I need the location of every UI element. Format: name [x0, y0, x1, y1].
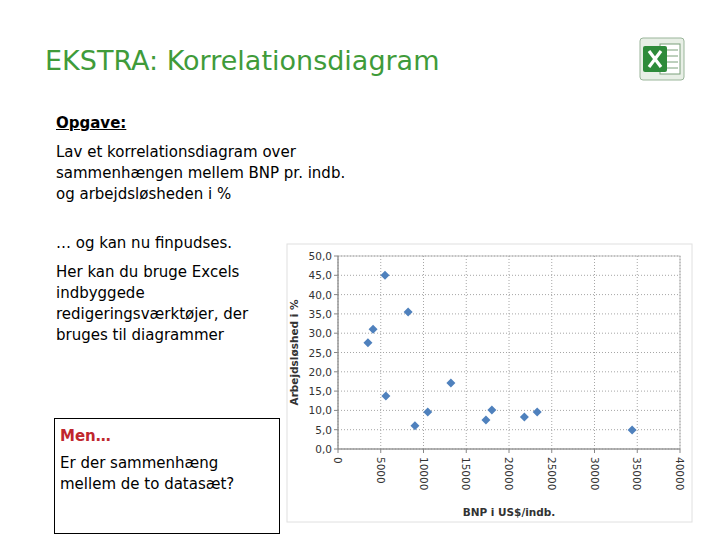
data-point — [381, 271, 390, 280]
y-axis-title: Arbejdsløshed i % — [288, 299, 300, 405]
y-tick-label: 35,0 — [309, 308, 332, 320]
hint-text: Her kan du bruge Excels indbyggede redig… — [56, 262, 281, 346]
x-grid-line — [509, 256, 510, 449]
x-tick — [338, 449, 339, 453]
x-tick-label: 15000 — [460, 457, 472, 490]
data-point — [423, 407, 432, 416]
y-tick — [334, 449, 338, 450]
x-grid-line — [594, 256, 595, 449]
x-tick — [509, 449, 510, 453]
y-tick-label: 50,0 — [309, 250, 332, 262]
icon-bg — [640, 38, 684, 80]
x-grid-line — [637, 256, 638, 449]
data-point — [481, 416, 490, 425]
box-text: Er der sammenhæng mellem de to datasæt? — [60, 453, 275, 495]
data-point — [520, 412, 529, 421]
data-point — [628, 426, 637, 435]
x-tick — [594, 449, 595, 453]
chart-svg: 0,0 5,0 10,0 15,0 20,0 25,0 30,0 35,0 40,0 45,0 50… — [0, 0, 720, 540]
y-tick — [334, 391, 338, 392]
y-tick — [334, 256, 338, 257]
y-tick-label: 0,0 — [315, 443, 332, 455]
x-tick — [466, 449, 467, 453]
task-text: Lav et korrelationsdiagram over sammenhæ… — [56, 142, 361, 205]
box-heading: Men… — [60, 427, 275, 445]
y-grid-line — [338, 294, 680, 295]
y-tick-label: 10,0 — [309, 404, 332, 416]
y-tick — [334, 410, 338, 411]
x-grid-line — [466, 256, 467, 449]
x-tick-label: 25000 — [546, 457, 558, 490]
y-grid-line — [338, 449, 680, 450]
task-heading: Opgave: — [56, 114, 126, 132]
points — [363, 271, 636, 435]
y-tick — [334, 313, 338, 314]
x-axis-title: BNP i US$/indb. — [463, 506, 556, 518]
y-axis — [338, 256, 339, 449]
y-tick — [334, 333, 338, 334]
question-box: Men… Er der sammenhæng mellem de to datas… — [54, 418, 280, 534]
y-tick — [334, 294, 338, 295]
y-tick-label: 20,0 — [309, 366, 332, 378]
data-point — [363, 338, 372, 347]
slide-title: EKSTRA: Korrelationsdiagram — [45, 45, 439, 76]
y-tick — [334, 352, 338, 353]
x-grid-line — [423, 256, 424, 449]
x-tick — [551, 449, 552, 453]
note-text: … og kan nu finpudses. — [56, 234, 232, 252]
data-point — [404, 307, 413, 316]
y-tick-label: 45,0 — [309, 269, 332, 281]
excel-icon — [640, 38, 684, 80]
x-tick — [637, 449, 638, 453]
icon-badge — [643, 46, 667, 72]
x-tick-label: 20000 — [503, 457, 515, 490]
y-tick-label: 25,0 — [309, 347, 332, 359]
x-tick-label: 35000 — [631, 457, 643, 490]
icon-x — [649, 51, 661, 67]
y-tick — [334, 371, 338, 372]
x-tick-label: 5000 — [375, 457, 387, 484]
data-point — [410, 421, 419, 430]
x-tick — [680, 449, 681, 453]
data-point — [381, 392, 390, 401]
data-point — [533, 407, 542, 416]
x-grid-line — [338, 256, 339, 449]
y-grid-line — [338, 371, 680, 372]
y-grid-line — [338, 410, 680, 411]
y-tick-label: 30,0 — [309, 327, 332, 339]
y-tick-label: 40,0 — [309, 289, 332, 301]
data-point — [369, 325, 378, 334]
x-tick — [423, 449, 424, 453]
x-tick — [380, 449, 381, 453]
chart-area — [287, 244, 692, 522]
y-tick-label: 15,0 — [309, 385, 332, 397]
x-tick-label: 0 — [332, 457, 344, 464]
y-tick — [334, 275, 338, 276]
data-point — [446, 378, 455, 387]
x-grid-line — [380, 256, 381, 449]
y-grid-line — [338, 333, 680, 334]
x-tick-label: 30000 — [589, 457, 601, 490]
x-grid-line — [680, 256, 681, 449]
x-tick-label: 40000 — [674, 457, 686, 490]
x-axis — [338, 449, 680, 450]
x-tick-label: 10000 — [418, 457, 430, 490]
y-tick-label: 5,0 — [315, 424, 332, 436]
x-grid-line — [551, 256, 552, 449]
data-point — [487, 406, 496, 415]
y-tick — [334, 429, 338, 430]
plot-area — [338, 256, 680, 449]
